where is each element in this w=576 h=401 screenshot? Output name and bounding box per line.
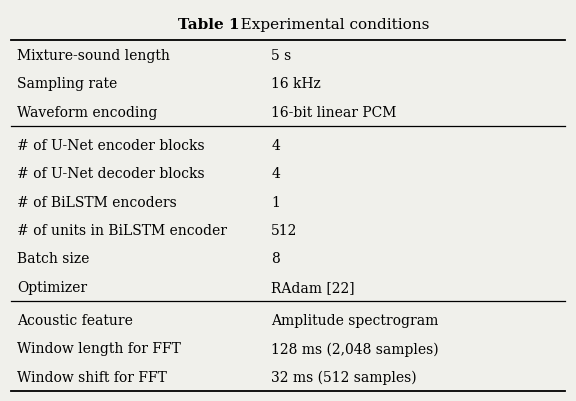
Text: 32 ms (512 samples): 32 ms (512 samples) xyxy=(271,370,416,384)
Text: # of U-Net encoder blocks: # of U-Net encoder blocks xyxy=(17,138,204,152)
Text: Waveform encoding: Waveform encoding xyxy=(17,105,157,119)
Text: 128 ms (2,048 samples): 128 ms (2,048 samples) xyxy=(271,341,439,356)
Text: . Experimental conditions: . Experimental conditions xyxy=(232,18,430,32)
Text: Optimizer: Optimizer xyxy=(17,280,87,294)
Text: # of units in BiLSTM encoder: # of units in BiLSTM encoder xyxy=(17,223,227,237)
Text: 5 s: 5 s xyxy=(271,49,291,63)
Text: Table 1: Table 1 xyxy=(178,18,240,32)
Text: 16-bit linear PCM: 16-bit linear PCM xyxy=(271,105,396,119)
Text: 512: 512 xyxy=(271,223,297,237)
Text: RAdam [22]: RAdam [22] xyxy=(271,280,355,294)
Text: # of BiLSTM encoders: # of BiLSTM encoders xyxy=(17,195,177,209)
Text: 8: 8 xyxy=(271,252,280,266)
Text: 16 kHz: 16 kHz xyxy=(271,77,321,91)
Text: Mixture-sound length: Mixture-sound length xyxy=(17,49,170,63)
Text: Window shift for FFT: Window shift for FFT xyxy=(17,370,167,384)
Text: 1: 1 xyxy=(271,195,280,209)
Text: Acoustic feature: Acoustic feature xyxy=(17,313,133,327)
Text: # of U-Net decoder blocks: # of U-Net decoder blocks xyxy=(17,167,204,181)
Text: Window length for FFT: Window length for FFT xyxy=(17,342,181,356)
Text: 4: 4 xyxy=(271,167,280,181)
Text: Batch size: Batch size xyxy=(17,252,89,266)
Text: Amplitude spectrogram: Amplitude spectrogram xyxy=(271,313,438,327)
Text: Sampling rate: Sampling rate xyxy=(17,77,118,91)
Text: 4: 4 xyxy=(271,138,280,152)
